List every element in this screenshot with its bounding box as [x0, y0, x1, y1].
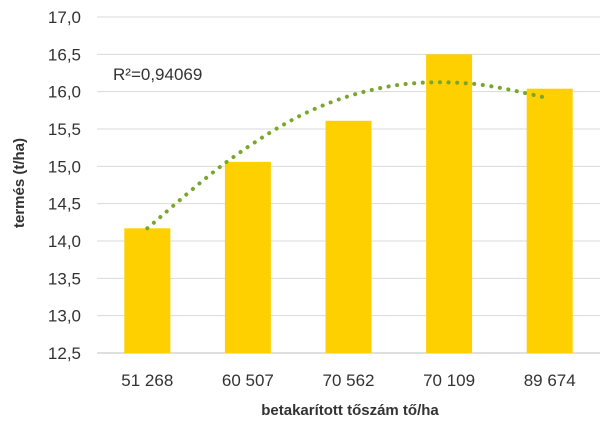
x-tick-label: 70 562	[323, 371, 375, 390]
bar	[326, 121, 372, 353]
x-tick-labels: 51 268 60 507 70 562 70 109 89 674	[121, 371, 575, 390]
bar	[527, 89, 573, 353]
y-tick-label: 15,0	[48, 157, 81, 176]
x-tick-label: 51 268	[121, 371, 173, 390]
y-tick-label: 16,0	[48, 83, 81, 102]
y-tick-label: 15,5	[48, 120, 81, 139]
y-tick-label: 12,5	[48, 344, 81, 363]
bar	[426, 54, 472, 353]
x-axis-title: betakarított tőszám tő/ha	[261, 402, 439, 419]
y-tick-label: 14,0	[48, 232, 81, 251]
y-tick-labels: 12,5 13,0 13,5 14,0 14,5 15,0 15,5 16,0 16,5 17,0	[48, 8, 81, 363]
x-tick-label: 60 507	[222, 371, 274, 390]
x-tick-label: 89 674	[524, 371, 576, 390]
y-tick-label: 14,5	[48, 195, 81, 214]
y-tick-label: 17,0	[48, 8, 81, 27]
bar	[225, 162, 271, 353]
y-tick-label: 16,5	[48, 45, 81, 64]
y-axis-title: termés (t/ha)	[11, 138, 28, 228]
r-squared-label: R²=0,94069	[113, 65, 202, 84]
y-tick-label: 13,0	[48, 307, 81, 326]
y-tick-label: 13,5	[48, 269, 81, 288]
x-tick-label: 70 109	[423, 371, 475, 390]
bar	[124, 228, 170, 353]
